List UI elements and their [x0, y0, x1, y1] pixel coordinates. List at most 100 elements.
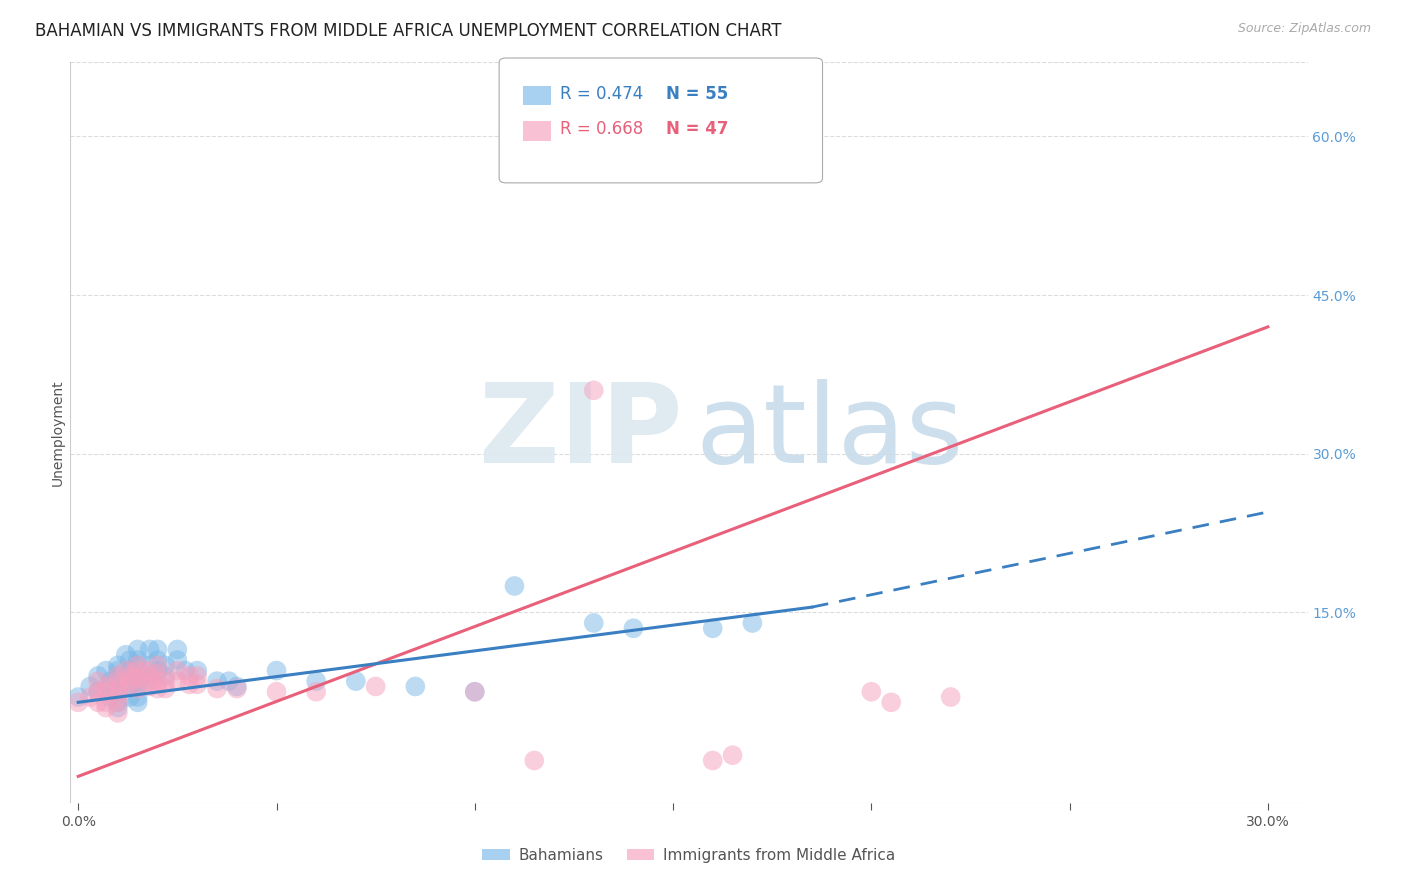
Point [186, 677, 208, 691]
Point [87, 695, 110, 709]
Point [127, 690, 149, 704]
Point [464, 685, 486, 699]
Point [721, 748, 744, 763]
Point [127, 658, 149, 673]
Point [94, 680, 117, 694]
Legend: Bahamians, Immigrants from Middle Africa: Bahamians, Immigrants from Middle Africa [477, 842, 901, 869]
Text: N = 47: N = 47 [666, 120, 728, 138]
Text: Source: ZipAtlas.com: Source: ZipAtlas.com [1237, 22, 1371, 36]
Point [107, 706, 129, 720]
Point [107, 674, 129, 689]
Point [127, 664, 149, 678]
Point [138, 674, 160, 689]
Point [107, 690, 129, 704]
Point [67, 695, 90, 709]
Point [98, 680, 121, 694]
Point [146, 642, 169, 657]
Point [114, 648, 136, 662]
Point [107, 658, 129, 673]
Point [98, 690, 121, 704]
Text: BAHAMIAN VS IMMIGRANTS FROM MIDDLE AFRICA UNEMPLOYMENT CORRELATION CHART: BAHAMIAN VS IMMIGRANTS FROM MIDDLE AFRIC… [35, 22, 782, 40]
Point [166, 642, 188, 657]
Point [146, 664, 169, 678]
Point [225, 680, 247, 694]
Point [127, 674, 149, 689]
Point [582, 384, 605, 398]
Point [94, 700, 117, 714]
Point [118, 653, 141, 667]
Point [305, 674, 328, 689]
Point [464, 685, 486, 699]
Point [741, 615, 763, 630]
Point [266, 664, 288, 678]
Point [146, 674, 169, 689]
Point [138, 680, 160, 694]
Point [138, 642, 160, 657]
Point [87, 669, 110, 683]
Point [155, 674, 177, 689]
Point [118, 680, 141, 694]
Text: R = 0.474: R = 0.474 [560, 85, 643, 103]
Point [127, 671, 149, 685]
Point [205, 674, 228, 689]
Point [404, 680, 426, 694]
Point [138, 669, 160, 683]
Y-axis label: Unemployment: Unemployment [51, 379, 65, 486]
Point [146, 666, 169, 681]
Text: ZIP: ZIP [479, 379, 683, 486]
Point [127, 658, 149, 673]
Point [94, 664, 117, 678]
Point [179, 669, 201, 683]
Point [107, 669, 129, 683]
Point [118, 669, 141, 683]
Point [186, 669, 208, 683]
Point [87, 685, 110, 699]
Text: N = 55: N = 55 [666, 85, 728, 103]
Point [174, 664, 197, 678]
Point [939, 690, 962, 704]
Point [179, 677, 201, 691]
Point [138, 669, 160, 683]
Point [146, 658, 169, 673]
Point [344, 674, 367, 689]
Point [118, 669, 141, 683]
Point [107, 664, 129, 678]
Point [107, 685, 129, 699]
Point [146, 681, 169, 696]
Point [94, 685, 117, 699]
Point [127, 664, 149, 678]
Point [702, 621, 724, 635]
Point [67, 690, 90, 704]
Point [166, 653, 188, 667]
Point [138, 674, 160, 689]
Point [166, 664, 188, 678]
Point [523, 754, 546, 768]
Point [127, 653, 149, 667]
Point [205, 681, 228, 696]
Point [218, 674, 240, 689]
Point [702, 161, 724, 176]
Point [87, 685, 110, 699]
Point [107, 680, 129, 694]
Point [146, 653, 169, 667]
Point [702, 754, 724, 768]
Point [155, 658, 177, 673]
Point [107, 674, 129, 689]
Point [305, 685, 328, 699]
Point [880, 695, 903, 709]
Point [107, 695, 129, 709]
Point [503, 579, 526, 593]
Point [266, 685, 288, 699]
Point [107, 700, 129, 714]
Point [127, 681, 149, 696]
Point [582, 615, 605, 630]
Point [138, 658, 160, 673]
Point [166, 674, 188, 689]
Point [186, 664, 208, 678]
Text: atlas: atlas [695, 379, 963, 486]
Point [127, 695, 149, 709]
Point [118, 680, 141, 694]
Point [364, 680, 387, 694]
Point [118, 664, 141, 678]
Point [94, 695, 117, 709]
